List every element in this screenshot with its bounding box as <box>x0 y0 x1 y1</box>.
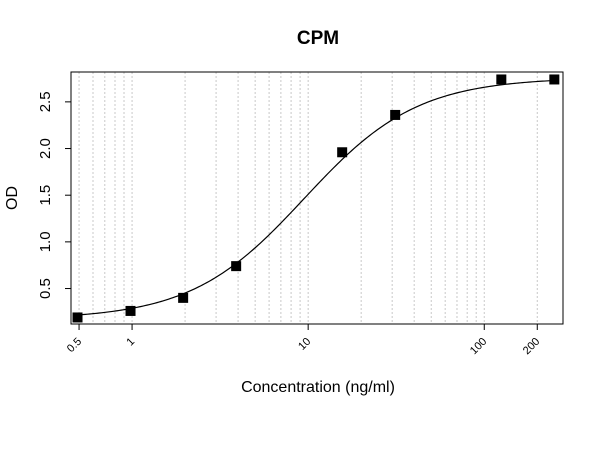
grid-lines <box>78 72 538 324</box>
plot-frame <box>70 71 564 325</box>
data-point <box>125 305 136 316</box>
x-tick-label: 0.5 <box>65 336 84 355</box>
data-point <box>549 74 560 85</box>
y-tick-label: 1.0 <box>37 231 54 252</box>
x-tick-label: 1 <box>124 336 137 349</box>
data-point <box>231 261 242 272</box>
x-tick-label: 100 <box>468 336 489 357</box>
y-tick-label: 0.5 <box>37 278 54 299</box>
y-tick-label: 2.0 <box>37 138 54 159</box>
y-axis-label: OD <box>4 186 21 210</box>
y-tick-label: 2.5 <box>37 91 54 112</box>
data-point <box>72 312 83 323</box>
x-axis-label: Concentration (ng/ml) <box>241 379 395 396</box>
data-point <box>178 292 189 303</box>
y-axis: 0.5 1.0 1.5 2.0 2.5 <box>37 91 71 299</box>
x-axis: 0.5 1 10 100 200 <box>65 324 542 357</box>
data-point <box>496 74 507 85</box>
chart-title: CPM <box>297 28 339 49</box>
data-points <box>72 74 560 323</box>
x-tick-label: 10 <box>296 336 313 353</box>
fit-curve <box>77 79 555 316</box>
x-tick-label: 200 <box>521 336 542 357</box>
data-point <box>390 109 401 120</box>
y-tick-label: 1.5 <box>37 185 54 206</box>
data-point <box>337 147 348 158</box>
